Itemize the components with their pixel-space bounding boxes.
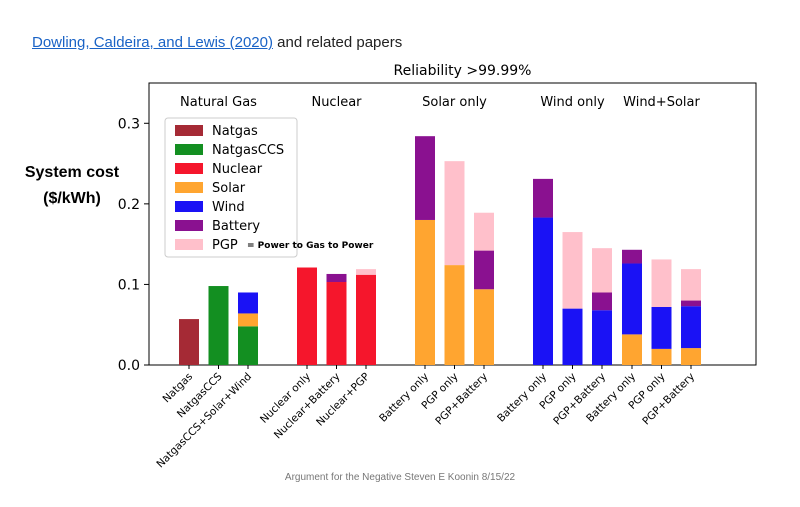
bar-segment-wind: [622, 263, 642, 335]
slide-header: Dowling, Caldeira, and Lewis (2020) and …: [32, 34, 402, 51]
y-axis-label-line1: System cost: [24, 164, 120, 181]
bar-segment-solar: [681, 348, 701, 365]
y-tick-label: 0.2: [118, 197, 140, 213]
legend-swatch-nuclear: [175, 163, 203, 174]
bar-segment-pgp: [356, 269, 376, 275]
bar-segment-battery: [326, 273, 347, 283]
x-tick-label: Nuclear+PGP: [314, 371, 372, 429]
legend-swatch-wind: [175, 201, 203, 212]
legend-label-natgasccs: NatgasCCS: [212, 143, 284, 158]
bar-segment-pgp: [444, 161, 465, 266]
citation-link[interactable]: Dowling, Caldeira, and Lewis (2020): [32, 34, 273, 51]
chart-title: Reliability >99.99%: [394, 63, 532, 79]
x-tick-label: PGP+Battery: [640, 371, 697, 428]
legend-swatch-natgasccs: [175, 144, 203, 155]
legend-swatch-battery: [175, 220, 203, 231]
bar-segment-solar: [238, 313, 258, 327]
legend-swatch-natgas: [175, 125, 203, 136]
bar-segment-solar: [474, 289, 494, 365]
bar-segment-nuclear: [356, 274, 376, 365]
bar-segment-wind: [562, 308, 583, 365]
legend-label-battery: Battery: [212, 219, 260, 234]
bar-segment-wind: [533, 217, 553, 365]
group-label: Solar only: [422, 95, 487, 110]
bar-segment-nuclear: [326, 282, 347, 365]
bar-segment-wind: [651, 306, 672, 349]
bar-segment-nuclear: [297, 267, 317, 365]
y-axis-label-line2: ($/kWh): [43, 190, 101, 207]
x-tick-label: Battery only: [377, 371, 431, 425]
bar-segment-pgp: [474, 212, 494, 251]
bar-segment-battery: [533, 178, 553, 218]
legend-label-natgas: Natgas: [212, 124, 258, 139]
group-label: Wind+Solar: [623, 95, 700, 110]
legend-label-nuclear: Nuclear: [212, 162, 263, 177]
y-tick-label: 0.0: [118, 358, 140, 374]
bar-segment-solar: [622, 334, 642, 365]
bar-segment-pgp: [651, 259, 672, 307]
group-label: Natural Gas: [180, 95, 257, 110]
legend-note: = Power to Gas to Power: [247, 241, 374, 251]
bar-segment-pgp: [562, 232, 583, 309]
legend-label-wind: Wind: [212, 200, 245, 215]
legend-swatch-solar: [175, 182, 203, 193]
slide-footer: Argument for the Negative Steven E Kooni…: [284, 472, 516, 483]
legend-label-solar: Solar: [212, 181, 246, 196]
bar-segment-pgp: [681, 269, 701, 301]
bar-segment-battery: [415, 136, 435, 220]
bar-segment-battery: [622, 249, 642, 264]
bar-segment-natgas: [179, 319, 199, 365]
x-tick-label: PGP+Battery: [551, 371, 608, 428]
header-trailing-text: and related papers: [277, 34, 403, 51]
x-tick-label: PGP+Battery: [433, 371, 490, 428]
bar-segment-solar: [444, 265, 465, 365]
bar-segment-battery: [681, 300, 701, 307]
x-tick-label: Nuclear only: [258, 371, 313, 426]
bar-segment-pgp: [592, 248, 612, 293]
bar-segment-solar: [415, 219, 435, 365]
group-label: Nuclear: [311, 95, 362, 110]
bar-segment-natgasccs: [238, 326, 258, 365]
x-tick-label: Battery only: [495, 371, 549, 425]
group-label: Wind only: [540, 95, 605, 110]
legend-swatch-pgp: [175, 239, 203, 250]
y-axis-label: System cost ($/kWh): [16, 160, 128, 212]
bar-segment-wind: [681, 306, 701, 349]
y-tick-label: 0.1: [118, 277, 140, 293]
bar-segment-wind: [238, 292, 258, 314]
bar-segment-battery: [592, 292, 612, 311]
bar-segment-natgasccs: [208, 286, 229, 365]
legend-label-pgp: PGP: [212, 238, 238, 253]
bar-segment-wind: [592, 310, 612, 365]
y-tick-label: 0.3: [118, 116, 140, 132]
bar-segment-battery: [474, 250, 494, 290]
bar-segment-solar: [651, 348, 672, 365]
